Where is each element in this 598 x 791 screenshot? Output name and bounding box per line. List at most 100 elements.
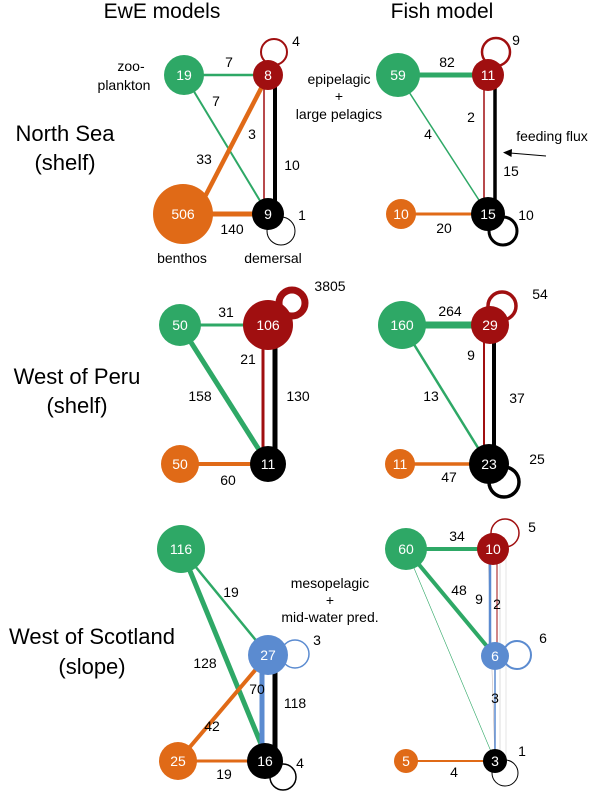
- edge-ben-meso: [176, 653, 270, 763]
- flux-label-meso-dem: 70: [249, 681, 265, 697]
- flux-label-ben-dem: 20: [436, 220, 452, 236]
- flux-label-zoo-dem: 158: [188, 388, 212, 404]
- flux-label-meso-self: 3: [313, 632, 321, 648]
- nodes: 116 27 25 16: [157, 525, 288, 780]
- region-sub-peru: (shelf): [46, 393, 107, 418]
- region-sub-north-sea: (shelf): [34, 150, 95, 175]
- label-mesopelagic-1: mesopelagic: [291, 575, 370, 591]
- node-demersal: [250, 446, 286, 482]
- flux-label-epi-self: 9: [512, 32, 520, 48]
- flux-label-epi-self: 4: [292, 33, 300, 49]
- node-label-demersal: 9: [264, 206, 272, 222]
- flux-label-dem-self: 25: [529, 451, 545, 467]
- flux-label-epi-self: 3805: [314, 278, 345, 294]
- label-zooplankton-1: zoo-: [117, 58, 145, 74]
- node-label-demersal: 23: [481, 456, 497, 472]
- group-annotations: mesopelagic + mid-water pred.: [281, 575, 378, 625]
- label-epipelagic-1: epipelagic: [307, 71, 370, 87]
- flux-label-ben-dem: 19: [216, 766, 232, 782]
- node-label-benthos: 50: [172, 456, 188, 472]
- panel-peru-fish: 160 29 11 23 264 54 9 13 37 47 25: [378, 286, 548, 499]
- label-epipelagic-3: large pelagics: [296, 106, 382, 122]
- node-demersal: [483, 749, 507, 773]
- flux-label-ben-meso: 42: [204, 718, 220, 734]
- edge-zoo-dem: [177, 323, 271, 466]
- flux-label-epi-dem: 2: [467, 109, 475, 125]
- node-label-epipelagic: 8: [264, 67, 272, 83]
- node-label-demersal: 16: [257, 753, 273, 769]
- node-mesopelagic: [248, 635, 288, 675]
- flux-edges: [404, 518, 532, 787]
- node-label-mesopelagic: 6: [491, 648, 499, 664]
- flux-label-zoo-dem: 7: [212, 93, 220, 109]
- label-mesopelagic-3: mid-water pred.: [281, 609, 378, 625]
- flux-label-meso-dem: 3: [491, 690, 499, 706]
- node-demersal: [252, 198, 284, 230]
- flux-label-epi-self: 5: [528, 519, 536, 535]
- flux-label-dem-self: 4: [296, 755, 304, 771]
- node-benthos: [153, 184, 213, 244]
- node-label-epipelagic: 29: [482, 317, 498, 333]
- edge-ben-epi: [194, 73, 270, 216]
- flux-label-zoo-epi: 264: [438, 303, 462, 319]
- node-label-demersal: 11: [261, 456, 276, 472]
- panel-peru-ewe: 50 106 50 11 31 3805 21 158 130 60: [159, 278, 346, 488]
- edge-zoo-dem: [397, 74, 489, 215]
- feeding-flux-callout: feeding flux: [503, 128, 588, 157]
- flux-label-ben-epi: 33: [196, 151, 212, 167]
- node-epipelagic: [253, 60, 283, 90]
- flux-label-epi-dem: 21: [240, 351, 256, 367]
- panel-scotland-ewe: 116 27 25 16 19 3 128 42 70 118 19 4 mes…: [157, 525, 379, 791]
- flux-labels: 82 9 2 4 15 20 10: [424, 32, 534, 236]
- nodes: 59 11 10 15: [376, 53, 505, 231]
- node-zooplankton: [376, 53, 420, 97]
- node-label-benthos: 506: [171, 206, 195, 222]
- node-label-zooplankton: 60: [398, 541, 414, 557]
- flux-label-zoo-epi: 31: [218, 304, 234, 320]
- flux-label-dem-self: 10: [518, 207, 534, 223]
- nodes: 160 29 11 23: [378, 301, 509, 484]
- flux-label-dem-self: 1: [298, 207, 306, 223]
- node-mesopelagic: [481, 642, 509, 670]
- panel-scotland-fish: 60 10 6 5 3 34 5 48 9 2 6 3 1 4: [385, 518, 547, 787]
- node-label-demersal: 3: [491, 753, 499, 769]
- column-title-fish: Fish model: [391, 0, 494, 23]
- edge-zoo-meso: [404, 547, 497, 658]
- flux-label-zoo-dem: 4: [424, 126, 432, 142]
- flux-label-ben-dem: 140: [220, 221, 244, 237]
- flux-labels: 264 54 9 13 37 47 25: [423, 286, 548, 485]
- nodes: 19 8 506 9: [153, 55, 284, 244]
- flux-label-zoo-dem: 13: [423, 388, 439, 404]
- label-benthos: benthos: [157, 250, 207, 266]
- nodes: 50 106 50 11: [159, 300, 293, 483]
- node-label-zooplankton: 19: [176, 67, 192, 83]
- node-zooplankton: [157, 525, 205, 573]
- flux-label-epi-dem: 9: [467, 347, 475, 363]
- flux-label-epi-self: 54: [532, 286, 548, 302]
- flux-labels: 19 3 128 42 70 118 19 4: [193, 584, 321, 782]
- node-benthos: [385, 449, 415, 479]
- flux-label-ben-dem: 4: [450, 764, 458, 780]
- node-label-mesopelagic: 27: [260, 647, 276, 663]
- node-benthos: [159, 742, 197, 780]
- arrowhead-icon: [503, 149, 512, 157]
- node-epipelagic: [471, 306, 509, 344]
- flux-label-dem-self: 1: [518, 743, 526, 759]
- group-annotations: zoo- plankton epipelagic + large pelagic…: [98, 58, 383, 266]
- flux-label-meso-self: 6: [539, 630, 547, 646]
- flux-label-epi-meso: 2: [493, 596, 501, 612]
- node-label-benthos: 11: [393, 456, 408, 472]
- node-epipelagic: [477, 533, 509, 565]
- node-label-zooplankton: 50: [172, 317, 188, 333]
- node-label-zooplankton: 160: [390, 317, 414, 333]
- region-name-north-sea: North Sea: [15, 121, 115, 146]
- node-label-benthos: 25: [170, 753, 186, 769]
- edge-zoo-dem: [183, 74, 269, 215]
- label-demersal: demersal: [244, 250, 302, 266]
- feeding-flux-arrow: [509, 152, 547, 157]
- flux-label-dem-epi: 10: [284, 157, 300, 173]
- label-mesopelagic-2: +: [326, 592, 334, 608]
- flux-label-zoo-dem: 128: [193, 655, 217, 671]
- flux-label-epi-dem: 3: [248, 126, 256, 142]
